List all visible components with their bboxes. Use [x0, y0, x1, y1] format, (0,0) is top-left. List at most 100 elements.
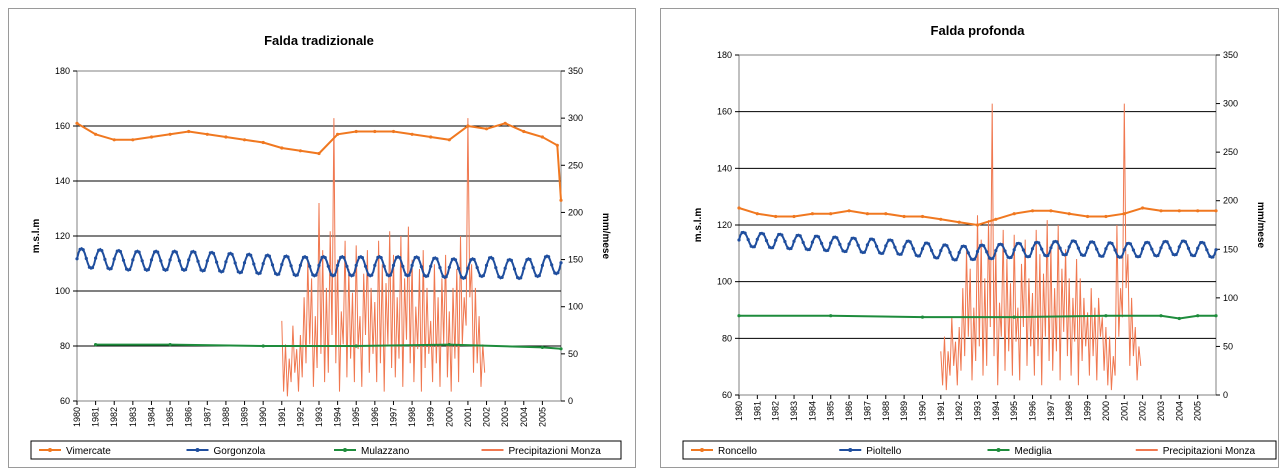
data-point	[1037, 241, 1041, 245]
data-point	[547, 255, 551, 259]
data-point	[345, 264, 349, 268]
legend-marker	[48, 448, 52, 452]
data-point	[905, 239, 909, 243]
data-point	[1095, 247, 1099, 251]
series-mulazzano	[94, 343, 563, 351]
y-tick-label: 80	[722, 333, 732, 343]
x-tick-label: 1985	[165, 407, 175, 427]
data-point	[246, 253, 250, 257]
data-point	[871, 238, 876, 242]
data-point	[447, 343, 451, 347]
data-point	[1098, 254, 1102, 258]
x-tick-label: 1986	[184, 407, 194, 427]
data-point	[1082, 253, 1087, 257]
data-point	[1012, 315, 1016, 319]
data-point	[426, 274, 430, 278]
data-point	[1122, 212, 1126, 216]
y2-tick-label: 350	[568, 66, 583, 76]
chart-title: Falda profonda	[931, 23, 1026, 38]
data-point	[1183, 240, 1187, 244]
data-point	[432, 256, 436, 260]
data-point	[737, 206, 741, 210]
data-point	[816, 235, 821, 239]
x-tick-label: 1988	[221, 407, 231, 427]
data-point	[1116, 255, 1120, 259]
data-point	[351, 273, 355, 277]
data-point	[131, 258, 135, 262]
legend-label: Gorgonzola	[214, 446, 266, 457]
data-point	[988, 256, 992, 260]
data-point	[143, 267, 147, 271]
data-point	[1165, 240, 1169, 244]
data-point	[844, 249, 848, 253]
data-point	[367, 273, 371, 277]
data-point	[75, 257, 79, 261]
data-point	[463, 276, 467, 280]
data-point	[556, 271, 560, 275]
data-point	[323, 256, 327, 260]
data-point	[516, 276, 520, 280]
legend-label: Mediglia	[1015, 446, 1053, 457]
data-point	[1156, 253, 1160, 258]
data-point	[491, 257, 495, 261]
data-point	[118, 249, 122, 254]
data-point	[1104, 314, 1108, 318]
data-point	[404, 273, 408, 277]
data-point	[410, 263, 414, 267]
x-tick-label: 1980	[72, 407, 82, 427]
data-point	[264, 254, 268, 258]
x-tick-label: 1992	[295, 407, 305, 427]
x-tick-label: 1986	[844, 401, 854, 421]
data-point	[559, 347, 563, 351]
data-point	[917, 254, 921, 258]
data-point	[131, 138, 135, 142]
x-tick-label: 1996	[370, 407, 380, 427]
x-tick-label: 1983	[789, 401, 799, 421]
data-point	[1196, 209, 1200, 213]
data-point	[488, 256, 492, 260]
data-point	[1104, 214, 1108, 219]
x-tick-label: 1987	[202, 407, 212, 427]
data-point	[1086, 246, 1090, 250]
data-point	[481, 274, 485, 278]
data-point	[1199, 241, 1203, 245]
series-vimercate	[75, 121, 563, 202]
data-point	[1079, 253, 1084, 257]
data-point	[997, 243, 1001, 247]
data-point	[951, 257, 955, 261]
data-point	[979, 243, 983, 248]
data-point	[460, 275, 464, 279]
data-point	[215, 260, 219, 264]
y-tick-label: 120	[55, 231, 70, 241]
data-point	[149, 258, 154, 262]
data-point	[881, 251, 885, 255]
data-point	[205, 259, 209, 263]
data-point	[100, 249, 104, 253]
data-point	[370, 273, 374, 277]
data-point	[927, 242, 931, 246]
data-point	[208, 251, 212, 255]
data-point	[1214, 314, 1218, 318]
data-point	[1086, 214, 1090, 219]
data-point	[258, 271, 262, 275]
data-point	[354, 344, 358, 348]
data-point	[942, 243, 946, 247]
legend: Roncello Pioltello Mediglia Precipitazioni …	[682, 440, 1277, 460]
y-tick-label: 180	[717, 50, 732, 60]
data-point	[242, 261, 247, 265]
data-point	[1107, 241, 1111, 245]
data-point	[391, 263, 396, 267]
data-point	[199, 268, 203, 272]
data-point	[332, 273, 337, 277]
y2-tick-label: 0	[1223, 390, 1228, 400]
data-point	[1138, 254, 1142, 258]
data-point	[832, 235, 836, 239]
data-point	[363, 264, 368, 268]
data-point	[1159, 314, 1163, 318]
data-point	[920, 315, 925, 319]
data-point	[156, 250, 160, 254]
data-point	[373, 129, 377, 134]
x-tick-label: 1992	[954, 401, 964, 421]
data-point	[395, 255, 399, 259]
x-tick-label: 1993	[973, 401, 983, 421]
